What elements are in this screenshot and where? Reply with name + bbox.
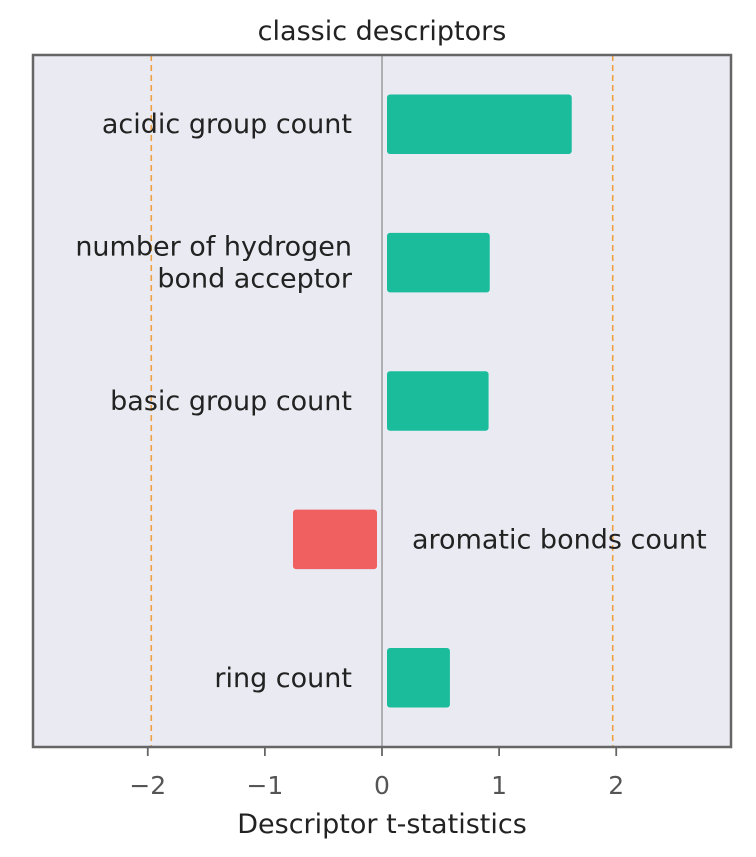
chart-title: classic descriptors xyxy=(258,16,507,47)
x-tick-label: 0 xyxy=(374,771,390,800)
bar-labels: acidic group count number of hydrogen bond… xyxy=(75,109,706,694)
bar-label: basic group count xyxy=(110,386,352,417)
bar xyxy=(387,232,490,293)
bar xyxy=(387,648,450,708)
bar-label-line: basic group count xyxy=(110,386,352,417)
bar xyxy=(387,371,489,431)
x-tick-label: −1 xyxy=(246,771,283,800)
bars xyxy=(292,94,572,708)
bar-label: ring count xyxy=(214,663,352,694)
x-axis-label: Descriptor t-statistics xyxy=(237,809,527,840)
x-tick-label: 2 xyxy=(608,771,624,800)
bar-label-line: number of hydrogen xyxy=(75,232,352,263)
bar xyxy=(387,94,572,154)
bar-label-line: bond acceptor xyxy=(157,264,353,295)
x-axis-ticks: −2 −1 0 1 2 xyxy=(129,747,624,800)
bar-label-line: ring count xyxy=(214,663,352,694)
bar xyxy=(292,509,377,570)
bar-label-line: aromatic bonds count xyxy=(412,524,707,555)
bar-label: acidic group count xyxy=(102,109,352,140)
x-tick-label: −2 xyxy=(129,771,166,800)
bar-label: number of hydrogen bond acceptor xyxy=(75,232,353,295)
bar-label-line: acidic group count xyxy=(102,109,352,140)
bar-label: aromatic bonds count xyxy=(412,524,707,555)
x-tick-label: 1 xyxy=(491,771,507,800)
reference-lines xyxy=(150,55,614,747)
